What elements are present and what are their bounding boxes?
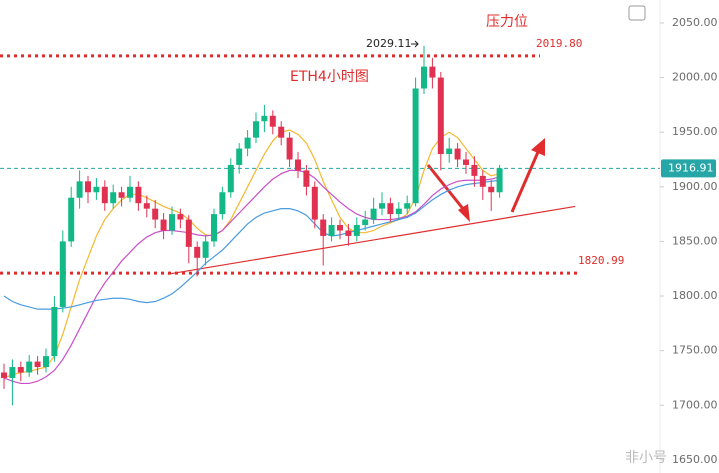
annotation: 2029.11 [366,37,412,50]
candle-body [127,186,133,198]
moving-average [3,179,500,310]
last-price-box [661,159,716,178]
candle-body [303,170,310,187]
candle-body [362,219,369,226]
candle-body [169,214,175,231]
annotation-arrow [411,40,419,48]
candle-body [43,356,49,368]
y-tick-label: 1800.00 [672,289,718,302]
candle-body [185,219,192,247]
y-tick-label: 1650.00 [672,453,718,466]
candle-body [337,225,343,231]
candle-body [143,203,150,209]
candle-body [463,159,469,165]
trend-arrow-head [458,204,470,222]
candle-body [278,126,285,138]
candle-body [454,148,461,160]
trend-arrow [426,164,466,211]
candle-body [110,192,117,204]
settings-icon[interactable] [628,5,646,21]
candle-body [379,203,385,209]
moving-average [3,169,500,385]
candle-body [479,175,486,187]
candle-body [421,66,427,89]
candle-body [202,241,209,258]
trend-arrow-head [531,138,545,156]
trendline [167,205,576,275]
candle-body [404,203,411,209]
candle-body [227,164,234,193]
annotation: 压力位 [486,14,528,30]
trend-arrow [510,151,540,213]
candle-body [152,208,159,220]
candle-body [471,164,478,176]
candle-body [160,219,167,231]
moving-average [3,129,500,379]
candle-body [26,361,33,373]
candle-body [118,192,125,198]
candle-body [353,225,360,236]
candle-body [236,148,243,165]
y-tick-label: 2050.00 [672,16,718,29]
candle-body [244,137,251,149]
candle-body [320,219,327,236]
plot: 1650.00 1700.00 1750.00 1800.00 1850.00 1900.… [0,16,718,466]
last-price-label: 1916.91 [668,161,714,174]
candle-body [135,186,142,204]
candle-body [311,186,318,220]
candle-body [387,203,394,215]
candle-body [93,186,100,193]
y-tick-label: 1950.00 [672,125,718,138]
candle-body [261,115,268,122]
candle-body [34,361,41,368]
candle-body [59,241,66,307]
candle-body [9,367,16,378]
candle-body [51,306,58,357]
candle-body [101,186,108,204]
y-tick-label: 1700.00 [672,398,718,411]
candle-body [446,148,453,155]
level-label: 1820.99 [578,254,624,267]
candle-body [412,88,419,204]
candle-body [17,367,24,373]
y-tick-label: 1900.00 [672,180,718,193]
candle-body [429,66,436,78]
candle-body [177,214,184,220]
candle-body [496,168,503,193]
candle-body [85,181,91,193]
candle-body [269,115,276,127]
candle-body [345,230,352,236]
candle-body [395,208,402,215]
y-tick-label: 1750.00 [672,344,718,357]
candle-body [253,121,259,138]
level-label: 2019.80 [536,37,582,50]
candle-body [194,246,201,258]
candle-body [370,208,377,220]
candle-body [328,225,335,236]
watermark: 非小号 [625,450,667,466]
candle-body [437,77,444,155]
candle-body [211,214,217,242]
y-tick-label: 2000.00 [672,71,718,84]
candle-body [286,137,293,160]
candle-body [68,197,75,242]
candle-body [1,372,7,378]
chart-title: ETH4小时图 [290,69,369,85]
candle-body [295,159,301,171]
candle-body [488,186,495,193]
candle-body [76,181,83,198]
y-tick-label: 1850.00 [672,234,718,247]
candle-body [219,192,226,215]
